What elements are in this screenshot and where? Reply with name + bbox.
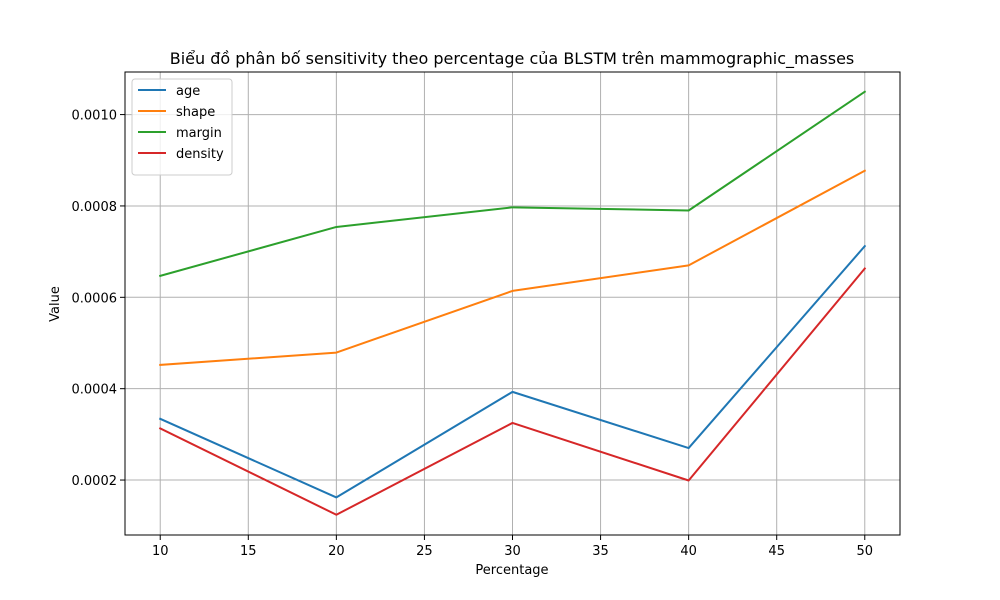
x-tick-label: 15 <box>240 544 257 559</box>
x-tick-label: 45 <box>768 544 785 559</box>
x-tick-label: 30 <box>504 544 521 559</box>
x-tick-label: 20 <box>328 544 345 559</box>
series-line-margin <box>158 90 867 278</box>
y-axis: 0.0002 0.0004 0.0006 0.0008 0.0010 <box>72 109 125 489</box>
series-line-shape <box>159 169 867 366</box>
x-tick-label: 35 <box>592 544 609 559</box>
series-lines <box>158 90 867 516</box>
y-axis-label: Value <box>48 286 63 322</box>
x-tick-label: 10 <box>152 544 169 559</box>
x-tick-label: 40 <box>680 544 697 559</box>
legend: age shape margin density <box>131 78 233 176</box>
x-tick-label: 25 <box>416 544 433 559</box>
legend-label-shape: shape <box>176 105 215 120</box>
legend-label-margin: margin <box>176 126 222 141</box>
y-tick-label: 0.0006 <box>72 291 118 306</box>
legend-label-age: age <box>176 84 200 99</box>
y-tick-label: 0.0010 <box>72 109 118 124</box>
y-tick-label: 0.0004 <box>72 383 118 398</box>
y-tick-label: 0.0008 <box>72 200 118 215</box>
chart-title: Biểu đồ phân bố sensitivity theo percent… <box>170 49 855 69</box>
series-line-age <box>158 244 867 499</box>
x-tick-label: 50 <box>856 544 873 559</box>
x-axis-label: Percentage <box>475 563 548 578</box>
series-line-density <box>158 267 867 516</box>
legend-box <box>131 78 233 176</box>
legend-label-density: density <box>176 147 224 162</box>
grid <box>125 72 900 535</box>
y-tick-label: 0.0002 <box>72 474 118 489</box>
x-axis: 10 15 20 25 30 35 40 45 50 <box>152 535 873 559</box>
